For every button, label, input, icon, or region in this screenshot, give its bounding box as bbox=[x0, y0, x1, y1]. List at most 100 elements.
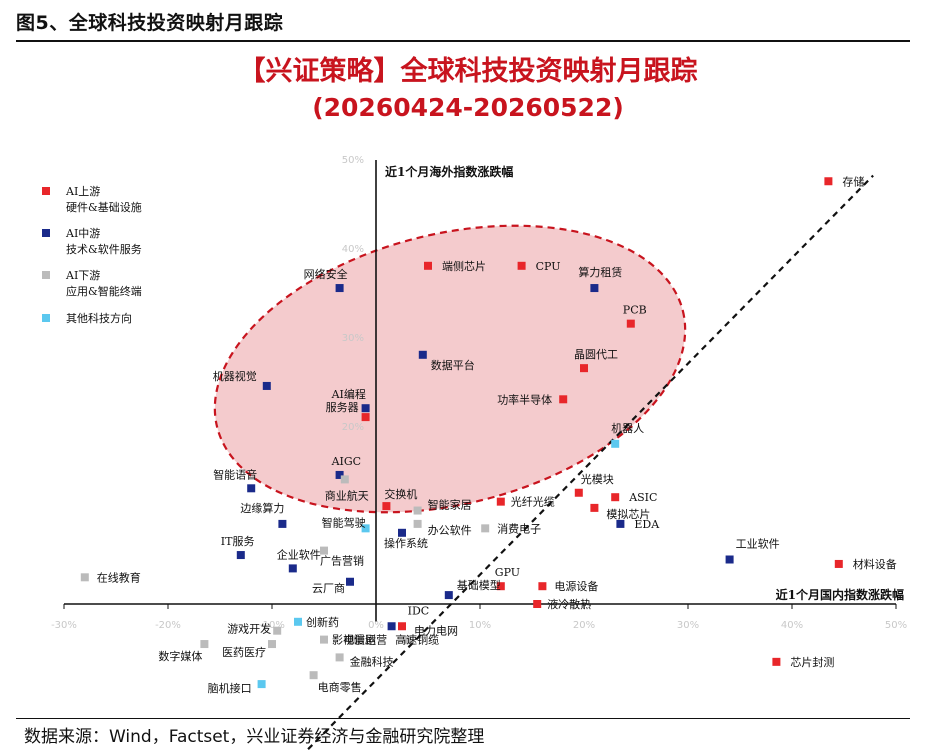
y-axis-title: 近1个月海外指数涨跌幅 bbox=[385, 164, 513, 179]
point-label: 智能家居 bbox=[428, 498, 472, 512]
point-marker bbox=[278, 519, 287, 528]
point-marker bbox=[444, 591, 453, 600]
point-marker bbox=[725, 555, 734, 564]
point-marker bbox=[335, 470, 344, 479]
point-marker bbox=[580, 364, 588, 373]
point-label: 光模块 bbox=[581, 472, 614, 486]
point-label: 端侧芯片 bbox=[442, 259, 486, 273]
point-label: 数据平台 bbox=[431, 358, 475, 372]
point-label: 在线教育 bbox=[97, 570, 141, 584]
point-label: 材料设备 bbox=[853, 557, 897, 571]
point-marker bbox=[398, 528, 406, 537]
point-marker bbox=[273, 626, 282, 635]
point-marker bbox=[361, 404, 370, 413]
legend-marker bbox=[42, 187, 50, 195]
point-label: 企业软件 bbox=[277, 547, 321, 561]
point-marker bbox=[533, 600, 542, 608]
x-tick-label: -20% bbox=[155, 620, 181, 631]
point-label: 云厂商 bbox=[312, 581, 345, 595]
reference-line-layer bbox=[303, 174, 874, 752]
point-marker bbox=[200, 640, 209, 649]
point-marker bbox=[382, 502, 391, 511]
point-marker bbox=[268, 640, 276, 649]
y-tick-label: 30% bbox=[342, 333, 364, 344]
point-label: 操作系统 bbox=[384, 536, 428, 550]
point-label: EDA bbox=[634, 518, 660, 531]
y-tick-label: 20% bbox=[342, 422, 364, 433]
point-marker bbox=[335, 653, 344, 662]
chart-title: 【兴证策略】全球科技投资映射月跟踪 bbox=[239, 55, 698, 87]
points-layer bbox=[80, 177, 843, 689]
point-marker bbox=[559, 395, 568, 404]
point-marker bbox=[257, 680, 266, 689]
point-label: 智能驾驶 bbox=[322, 515, 366, 529]
point-marker bbox=[824, 177, 833, 186]
point-label: 高速铜缆 bbox=[395, 633, 439, 647]
point-label: GPU bbox=[495, 566, 520, 579]
point-label: 基础模型 bbox=[457, 578, 501, 592]
x-axis-title: 近1个月国内指数涨跌幅 bbox=[776, 587, 904, 602]
point-marker bbox=[309, 671, 318, 680]
point-label: CPU bbox=[536, 260, 561, 273]
point-label: 液冷散热 bbox=[547, 597, 591, 611]
point-marker bbox=[320, 546, 328, 555]
point-marker bbox=[398, 622, 406, 631]
point-label: 机器人 bbox=[611, 421, 644, 435]
point-label: 游戏开发 bbox=[227, 622, 271, 636]
legend-label-line2: 应用&智能终端 bbox=[66, 284, 142, 298]
legend-label: AI中游 bbox=[65, 227, 100, 240]
point-label: 晶圆代工 bbox=[574, 348, 618, 361]
point-label: 算力租赁 bbox=[578, 265, 622, 279]
x-tick-label: 0% bbox=[368, 620, 384, 631]
y-tick-label: 50% bbox=[342, 155, 364, 166]
legend-marker bbox=[42, 314, 50, 322]
point-label: 创新药 bbox=[306, 615, 339, 629]
point-label: 脑机接口 bbox=[208, 681, 252, 695]
chart-subtitle: (20260424-20260522) bbox=[312, 93, 624, 122]
legend-label: 其他科技方向 bbox=[66, 311, 132, 325]
point-marker bbox=[834, 559, 843, 568]
bottom-rule bbox=[16, 718, 910, 719]
point-label: 商业航天 bbox=[325, 488, 369, 502]
legend-label: AI上游 bbox=[65, 185, 100, 198]
point-label: 机器视觉 bbox=[213, 369, 257, 383]
point-marker bbox=[574, 488, 583, 497]
point-marker bbox=[403, 635, 412, 644]
point-marker bbox=[590, 284, 599, 293]
reference-line-y-equals-x bbox=[303, 174, 874, 752]
point-label: 消费电子 bbox=[497, 521, 541, 535]
point-marker bbox=[346, 577, 354, 586]
point-marker bbox=[496, 497, 505, 506]
legend-label: AI下游 bbox=[65, 269, 100, 282]
point-label: 广告营销 bbox=[320, 554, 364, 568]
point-label: 数字媒体 bbox=[158, 649, 202, 663]
figure-title: 图5、全球科技投资映射月跟踪 bbox=[16, 12, 284, 34]
point-label: AIGC bbox=[331, 455, 362, 468]
point-marker bbox=[340, 475, 349, 484]
point-label: 光纤光缆 bbox=[511, 495, 555, 509]
legend-label-line2: 硬件&基础设施 bbox=[66, 201, 142, 214]
point-marker bbox=[517, 261, 526, 270]
point-label: IT服务 bbox=[221, 535, 255, 548]
point-label: IDC bbox=[408, 604, 430, 617]
point-marker bbox=[611, 439, 620, 448]
point-marker bbox=[413, 506, 422, 515]
point-marker bbox=[351, 635, 360, 644]
x-tick-label: 50% bbox=[885, 620, 907, 631]
point-label: 电源设备 bbox=[554, 579, 598, 593]
point-label: 存储 bbox=[842, 174, 864, 188]
x-tick-label: -30% bbox=[51, 620, 77, 631]
point-label: 芯片封测 bbox=[790, 655, 834, 669]
point-label: 医药医疗 bbox=[222, 645, 266, 659]
point-label: 影视漫剧 bbox=[332, 633, 376, 647]
point-label: 办公软件 bbox=[428, 523, 472, 537]
point-label: ASIC bbox=[628, 491, 657, 504]
x-tick-label: 40% bbox=[781, 620, 803, 631]
top-rule bbox=[16, 40, 910, 42]
point-marker bbox=[294, 617, 302, 626]
point-label: 边缘算力 bbox=[240, 501, 284, 515]
point-marker bbox=[80, 573, 89, 582]
axes-layer: -30% -20% -10% 0% 10% 20% 30% 40% 50% 50% 40% 30% 20… bbox=[51, 155, 907, 631]
